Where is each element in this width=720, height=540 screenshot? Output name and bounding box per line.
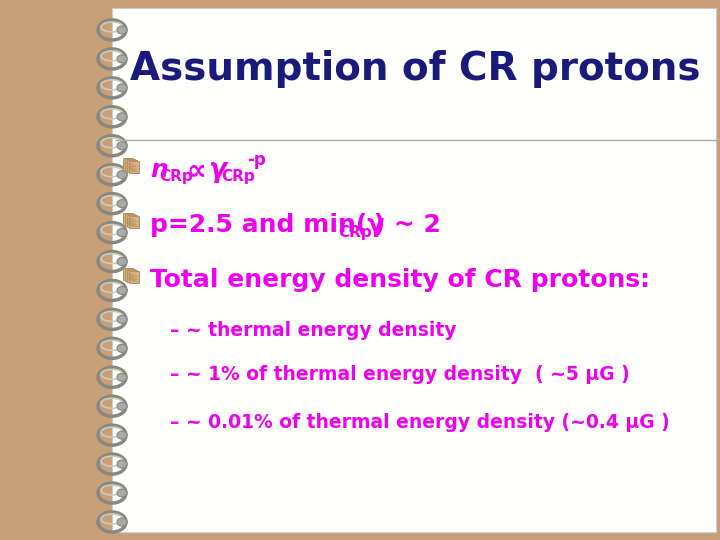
FancyBboxPatch shape bbox=[127, 215, 137, 227]
Text: – ~ 1% of thermal energy density  ( ~5 μG ): – ~ 1% of thermal energy density ( ~5 μG… bbox=[170, 366, 630, 384]
Text: – ~ 0.01% of thermal energy density (~0.4 μG ): – ~ 0.01% of thermal energy density (~0.… bbox=[170, 413, 670, 431]
FancyBboxPatch shape bbox=[125, 269, 135, 281]
Ellipse shape bbox=[117, 142, 127, 150]
Ellipse shape bbox=[117, 460, 127, 468]
Ellipse shape bbox=[117, 402, 127, 410]
Text: p=2.5 and min(γ: p=2.5 and min(γ bbox=[150, 213, 384, 237]
Text: CRp: CRp bbox=[159, 170, 193, 185]
Text: γ: γ bbox=[208, 157, 226, 183]
FancyBboxPatch shape bbox=[123, 213, 133, 225]
FancyBboxPatch shape bbox=[125, 214, 135, 226]
Text: ∝: ∝ bbox=[186, 156, 206, 184]
Ellipse shape bbox=[117, 287, 127, 294]
Ellipse shape bbox=[117, 228, 127, 237]
FancyBboxPatch shape bbox=[125, 159, 135, 171]
FancyBboxPatch shape bbox=[123, 268, 133, 280]
FancyBboxPatch shape bbox=[129, 271, 139, 284]
Ellipse shape bbox=[117, 315, 127, 323]
Text: -p: -p bbox=[247, 151, 266, 169]
Ellipse shape bbox=[117, 431, 127, 439]
Text: Total energy density of CR protons:: Total energy density of CR protons: bbox=[150, 268, 650, 292]
Ellipse shape bbox=[117, 55, 127, 63]
Ellipse shape bbox=[117, 258, 127, 266]
FancyBboxPatch shape bbox=[129, 215, 139, 228]
Ellipse shape bbox=[117, 373, 127, 381]
FancyBboxPatch shape bbox=[123, 158, 133, 170]
Ellipse shape bbox=[117, 200, 127, 208]
Text: ) ~ 2: ) ~ 2 bbox=[365, 213, 441, 237]
Ellipse shape bbox=[117, 113, 127, 121]
Ellipse shape bbox=[117, 345, 127, 353]
Text: CRp: CRp bbox=[338, 225, 372, 240]
Text: CRp: CRp bbox=[221, 170, 255, 185]
Text: n: n bbox=[150, 158, 168, 182]
Ellipse shape bbox=[117, 518, 127, 526]
Ellipse shape bbox=[117, 26, 127, 34]
FancyBboxPatch shape bbox=[112, 8, 716, 532]
Text: – ~ thermal energy density: – ~ thermal energy density bbox=[170, 321, 456, 340]
Ellipse shape bbox=[117, 171, 127, 179]
Ellipse shape bbox=[117, 489, 127, 497]
Bar bbox=[0, 0, 112, 540]
Text: Assumption of CR protons: Assumption of CR protons bbox=[130, 50, 701, 88]
FancyBboxPatch shape bbox=[127, 269, 137, 282]
FancyBboxPatch shape bbox=[129, 161, 139, 173]
FancyBboxPatch shape bbox=[127, 160, 137, 172]
Ellipse shape bbox=[117, 84, 127, 92]
